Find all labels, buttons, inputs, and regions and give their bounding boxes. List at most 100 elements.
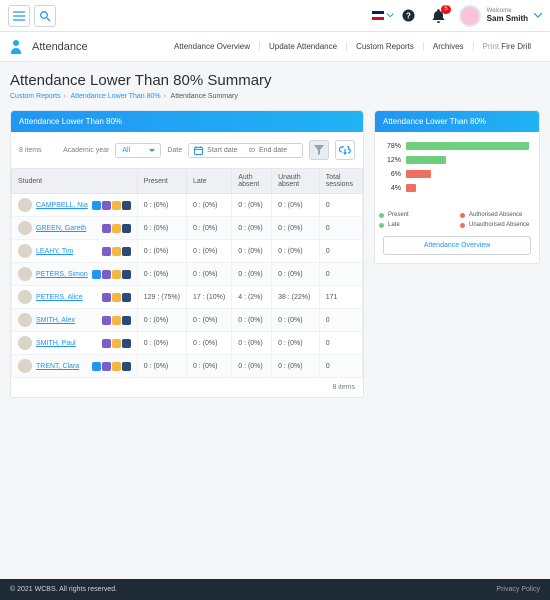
cell-auth: 0 : (0%) [232, 217, 272, 240]
column-header: Student [12, 169, 138, 194]
nav-link[interactable]: Archives [423, 42, 473, 51]
navbar: Attendance Attendance OverviewUpdate Att… [0, 32, 550, 62]
cell-total: 0 [319, 194, 362, 217]
filter-button[interactable] [309, 140, 329, 160]
cell-present: 0 : (0%) [137, 332, 186, 355]
help-button[interactable]: ? [398, 5, 420, 27]
student-link[interactable]: TRENT, Clara [36, 363, 79, 370]
chart-legend: PresentAuthorised AbsenceLateUnauthorise… [375, 206, 539, 236]
cell-auth: 4 : (2%) [232, 286, 272, 309]
cell-total: 0 [319, 263, 362, 286]
student-link[interactable]: PETERS, Simon [36, 271, 88, 278]
academic-year-select[interactable]: All [115, 143, 161, 158]
chevron-down-icon [387, 13, 393, 18]
tag-chip [122, 339, 131, 348]
cell-auth: 0 : (0%) [232, 263, 272, 286]
nav-link[interactable]: Print Fire Drill [473, 42, 540, 51]
table-row[interactable]: SMITH, Alex0 : (0%)0 : (0%)0 : (0%)0 : (… [12, 309, 363, 332]
student-link[interactable]: LEAHY, Tim [36, 248, 73, 255]
calendar-icon [194, 146, 203, 155]
tag-chip [102, 316, 111, 325]
tag-chip [92, 362, 101, 371]
filter-icon [314, 145, 324, 155]
tag-chip [122, 201, 131, 210]
column-header: Total sessions [319, 169, 362, 194]
student-link[interactable]: SMITH, Paul [36, 340, 76, 347]
cell-present: 0 : (0%) [137, 217, 186, 240]
academic-year-label: Academic year [63, 147, 109, 154]
notif-badge: 5 [441, 5, 450, 14]
crumb-link[interactable]: Attendance Lower Than 80% [70, 93, 160, 100]
column-header: Late [186, 169, 231, 194]
tag-chip [122, 293, 131, 302]
cell-late: 0 : (0%) [186, 309, 231, 332]
table-row[interactable]: PETERS, Alice 129 : (75%)17 : (10%)4 : (2… [12, 286, 363, 309]
tag-chip [122, 247, 131, 256]
table-row[interactable]: PETERS, Simon0 : (0%)0 : (0%)0 : (0%)0 :… [12, 263, 363, 286]
student-link[interactable]: CAMPBELL, Nia [36, 202, 88, 209]
attendance-overview-button[interactable]: Attendance Overview [383, 236, 531, 255]
start-date-input[interactable] [207, 147, 245, 154]
cell-unauth: 0 : (0%) [272, 355, 320, 378]
cloud-download-icon [339, 146, 351, 155]
student-link[interactable]: GREEN, Gareth [36, 225, 86, 232]
cell-present: 129 : (75%) [137, 286, 186, 309]
cell-present: 0 : (0%) [137, 194, 186, 217]
cell-unauth: 0 : (0%) [272, 332, 320, 355]
cell-present: 0 : (0%) [137, 263, 186, 286]
cell-late: 0 : (0%) [186, 332, 231, 355]
summary-panel: Attendance Lower Than 80% 8 items Academ… [10, 110, 364, 398]
item-count: 8 items [19, 147, 42, 154]
cell-unauth: 0 : (0%) [272, 217, 320, 240]
nav-link[interactable]: Custom Reports [346, 42, 423, 51]
cell-auth: 0 : (0%) [232, 332, 272, 355]
topbar: ? 5 Welcome Sam Smith [0, 0, 550, 32]
language-picker[interactable] [372, 5, 394, 27]
uk-flag-icon [372, 11, 385, 20]
chart-panel: Attendance Lower Than 80% 78%12%6%4% Pre… [374, 110, 540, 264]
cell-total: 0 [319, 217, 362, 240]
table-row[interactable]: SMITH, Paul0 : (0%)0 : (0%)0 : (0%)0 : (… [12, 332, 363, 355]
notifications-button[interactable]: 5 [432, 9, 445, 23]
nav-link[interactable]: Update Attendance [259, 42, 346, 51]
tag-chip [102, 339, 111, 348]
table-row[interactable]: CAMPBELL, Nia0 : (0%)0 : (0%)0 : (0%)0 :… [12, 194, 363, 217]
cell-total: 0 [319, 240, 362, 263]
legend-item: Present [379, 212, 454, 218]
chart-bar: 78% [383, 142, 531, 150]
user-menu[interactable]: Welcome Sam Smith [459, 5, 542, 27]
search-button[interactable] [34, 5, 56, 27]
help-icon: ? [402, 9, 415, 22]
item-count-bottom: 8 items [11, 378, 363, 397]
tag-chip [112, 293, 121, 302]
tag-chip [102, 293, 111, 302]
crumb-link[interactable]: Custom Reports [10, 93, 61, 100]
menu-button[interactable] [8, 5, 30, 27]
column-header: Auth absent [232, 169, 272, 194]
cell-auth: 0 : (0%) [232, 194, 272, 217]
date-range: to [188, 143, 303, 158]
end-date-input[interactable] [259, 147, 297, 154]
download-button[interactable] [335, 140, 355, 160]
username-label: Sam Smith [487, 14, 528, 24]
cell-auth: 0 : (0%) [232, 355, 272, 378]
tag-chip [112, 339, 121, 348]
tag-chip [112, 201, 121, 210]
avatar [18, 359, 32, 373]
cell-total: 171 [319, 286, 362, 309]
cell-auth: 0 : (0%) [232, 240, 272, 263]
student-link[interactable]: SMITH, Alex [36, 317, 75, 324]
nav-link[interactable]: Attendance Overview [165, 42, 259, 51]
tag-chip [122, 224, 131, 233]
table-row[interactable]: LEAHY, Tim0 : (0%)0 : (0%)0 : (0%)0 : (0… [12, 240, 363, 263]
privacy-link[interactable]: Privacy Policy [496, 586, 540, 593]
filter-toolbar: 8 items Academic year All Date to [11, 132, 363, 168]
cell-late: 0 : (0%) [186, 217, 231, 240]
table-row[interactable]: TRENT, Clara0 : (0%)0 : (0%)0 : (0%)0 : … [12, 355, 363, 378]
cell-unauth: 0 : (0%) [272, 240, 320, 263]
cell-late: 17 : (10%) [186, 286, 231, 309]
legend-item: Late [379, 222, 454, 228]
footer: © 2021 WCBS. All rights reserved. Privac… [0, 579, 550, 600]
table-row[interactable]: GREEN, Gareth0 : (0%)0 : (0%)0 : (0%)0 :… [12, 217, 363, 240]
student-link[interactable]: PETERS, Alice [36, 294, 83, 301]
